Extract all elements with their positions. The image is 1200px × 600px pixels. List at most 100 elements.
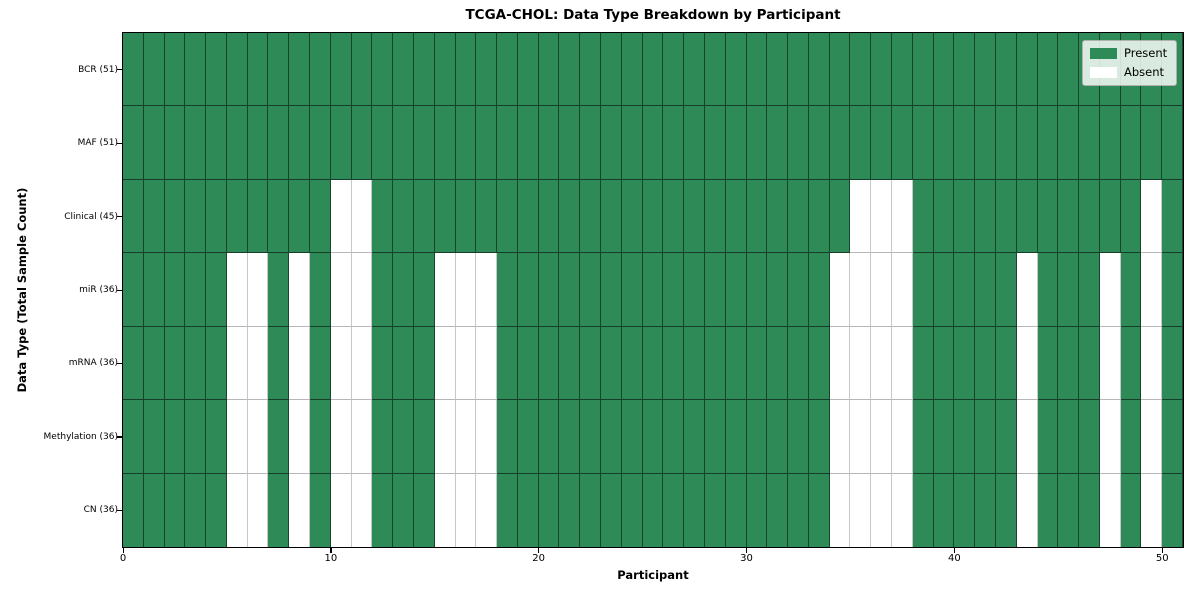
heatmap-cell — [1162, 473, 1183, 547]
heatmap-cell — [185, 253, 207, 327]
heatmap-cell — [933, 33, 955, 107]
heatmap-cell — [1037, 400, 1059, 474]
heatmap-cell — [310, 253, 331, 327]
heatmap-cell — [559, 400, 581, 474]
heatmap-cell — [642, 473, 664, 547]
heatmap-cell — [164, 253, 186, 327]
heatmap-cell — [1079, 106, 1100, 180]
heatmap-cell — [517, 106, 539, 180]
heatmap-cell — [310, 179, 331, 254]
heatmap-cell — [995, 106, 1017, 180]
heatmap-cell — [704, 253, 726, 327]
heatmap-cell — [995, 400, 1017, 474]
heatmap-cell — [497, 179, 518, 254]
heatmap-cell — [413, 179, 435, 254]
heatmap-cell — [123, 400, 144, 474]
heatmap-cell — [684, 326, 705, 401]
heatmap-cell — [746, 179, 768, 254]
heatmap-cell — [892, 106, 913, 180]
heatmap-cell — [1058, 473, 1080, 547]
y-tick-mark — [117, 69, 122, 71]
heatmap-cell — [1120, 106, 1142, 180]
heatmap-cell — [725, 179, 747, 254]
heatmap-cell — [455, 473, 477, 547]
heatmap-cell — [538, 106, 560, 180]
heatmap-cell — [684, 179, 705, 254]
heatmap-cell — [871, 400, 893, 474]
heatmap-cell — [289, 33, 311, 107]
heatmap-cell — [123, 473, 144, 547]
heatmap-cell — [1016, 179, 1038, 254]
heatmap-cell — [497, 326, 518, 401]
heatmap-cell — [912, 326, 934, 401]
heatmap-cell — [226, 326, 248, 401]
heatmap-cell — [517, 33, 539, 107]
heatmap-cell — [372, 179, 394, 254]
heatmap-cell — [226, 33, 248, 107]
heatmap-cell — [185, 473, 207, 547]
heatmap-cell — [123, 106, 144, 180]
y-tick-label: MAF (51) — [77, 138, 118, 149]
heatmap-cell — [455, 400, 477, 474]
heatmap-cell — [559, 106, 581, 180]
heatmap-cell — [289, 106, 311, 180]
heatmap-cell — [247, 179, 269, 254]
heatmap-cell — [871, 253, 893, 327]
heatmap-cell — [164, 326, 186, 401]
heatmap-cell — [788, 106, 809, 180]
y-tick-mark — [117, 509, 122, 511]
heatmap-cell — [684, 106, 705, 180]
absent-swatch — [1090, 66, 1117, 78]
heatmap-cell — [746, 253, 768, 327]
heatmap-cell — [372, 106, 394, 180]
heatmap-cell — [1058, 326, 1080, 401]
heatmap-cell — [704, 179, 726, 254]
heatmap-cell — [850, 400, 872, 474]
heatmap-cell — [476, 473, 498, 547]
heatmap-cell — [954, 400, 976, 474]
heatmap-cell — [559, 253, 581, 327]
heatmap-cell — [663, 400, 685, 474]
heatmap-cell — [975, 33, 996, 107]
heatmap-cell — [808, 326, 830, 401]
heatmap-cell — [1058, 253, 1080, 327]
legend-label-absent: Absent — [1124, 65, 1165, 79]
heatmap-cell — [704, 326, 726, 401]
heatmap-cell — [954, 253, 976, 327]
heatmap-cell — [601, 179, 622, 254]
heatmap-cell — [1120, 253, 1142, 327]
heatmap-cell — [788, 33, 809, 107]
heatmap-cell — [143, 253, 165, 327]
heatmap-cell — [621, 179, 643, 254]
heatmap-cell — [995, 473, 1017, 547]
heatmap-cell — [850, 106, 872, 180]
heatmap-cell — [206, 106, 227, 180]
heatmap-cell — [310, 106, 331, 180]
x-tick-label: 40 — [947, 553, 961, 564]
heatmap-cell — [330, 326, 352, 401]
heatmap-cell — [351, 106, 373, 180]
heatmap-cell — [497, 253, 518, 327]
heatmap-cell — [351, 253, 373, 327]
heatmap-cell — [580, 400, 602, 474]
heatmap-cell — [517, 326, 539, 401]
heatmap-cell — [995, 326, 1017, 401]
heatmap-cell — [767, 253, 789, 327]
heatmap-cell — [704, 400, 726, 474]
heatmap-cell — [538, 326, 560, 401]
heatmap-cell — [497, 106, 518, 180]
heatmap-cell — [995, 33, 1017, 107]
legend-entry-absent: Absent — [1090, 65, 1169, 79]
heatmap-cell — [933, 179, 955, 254]
heatmap-cell — [455, 253, 477, 327]
heatmap-cell — [892, 253, 913, 327]
heatmap-cell — [434, 33, 456, 107]
heatmap-cell — [725, 473, 747, 547]
heatmap-cell — [975, 326, 996, 401]
heatmap-cell — [1141, 179, 1163, 254]
heatmap-cell — [829, 106, 851, 180]
heatmap-cell — [143, 33, 165, 107]
heatmap-cell — [1058, 33, 1080, 107]
x-tick-mark — [953, 548, 956, 553]
heatmap-cell — [746, 400, 768, 474]
